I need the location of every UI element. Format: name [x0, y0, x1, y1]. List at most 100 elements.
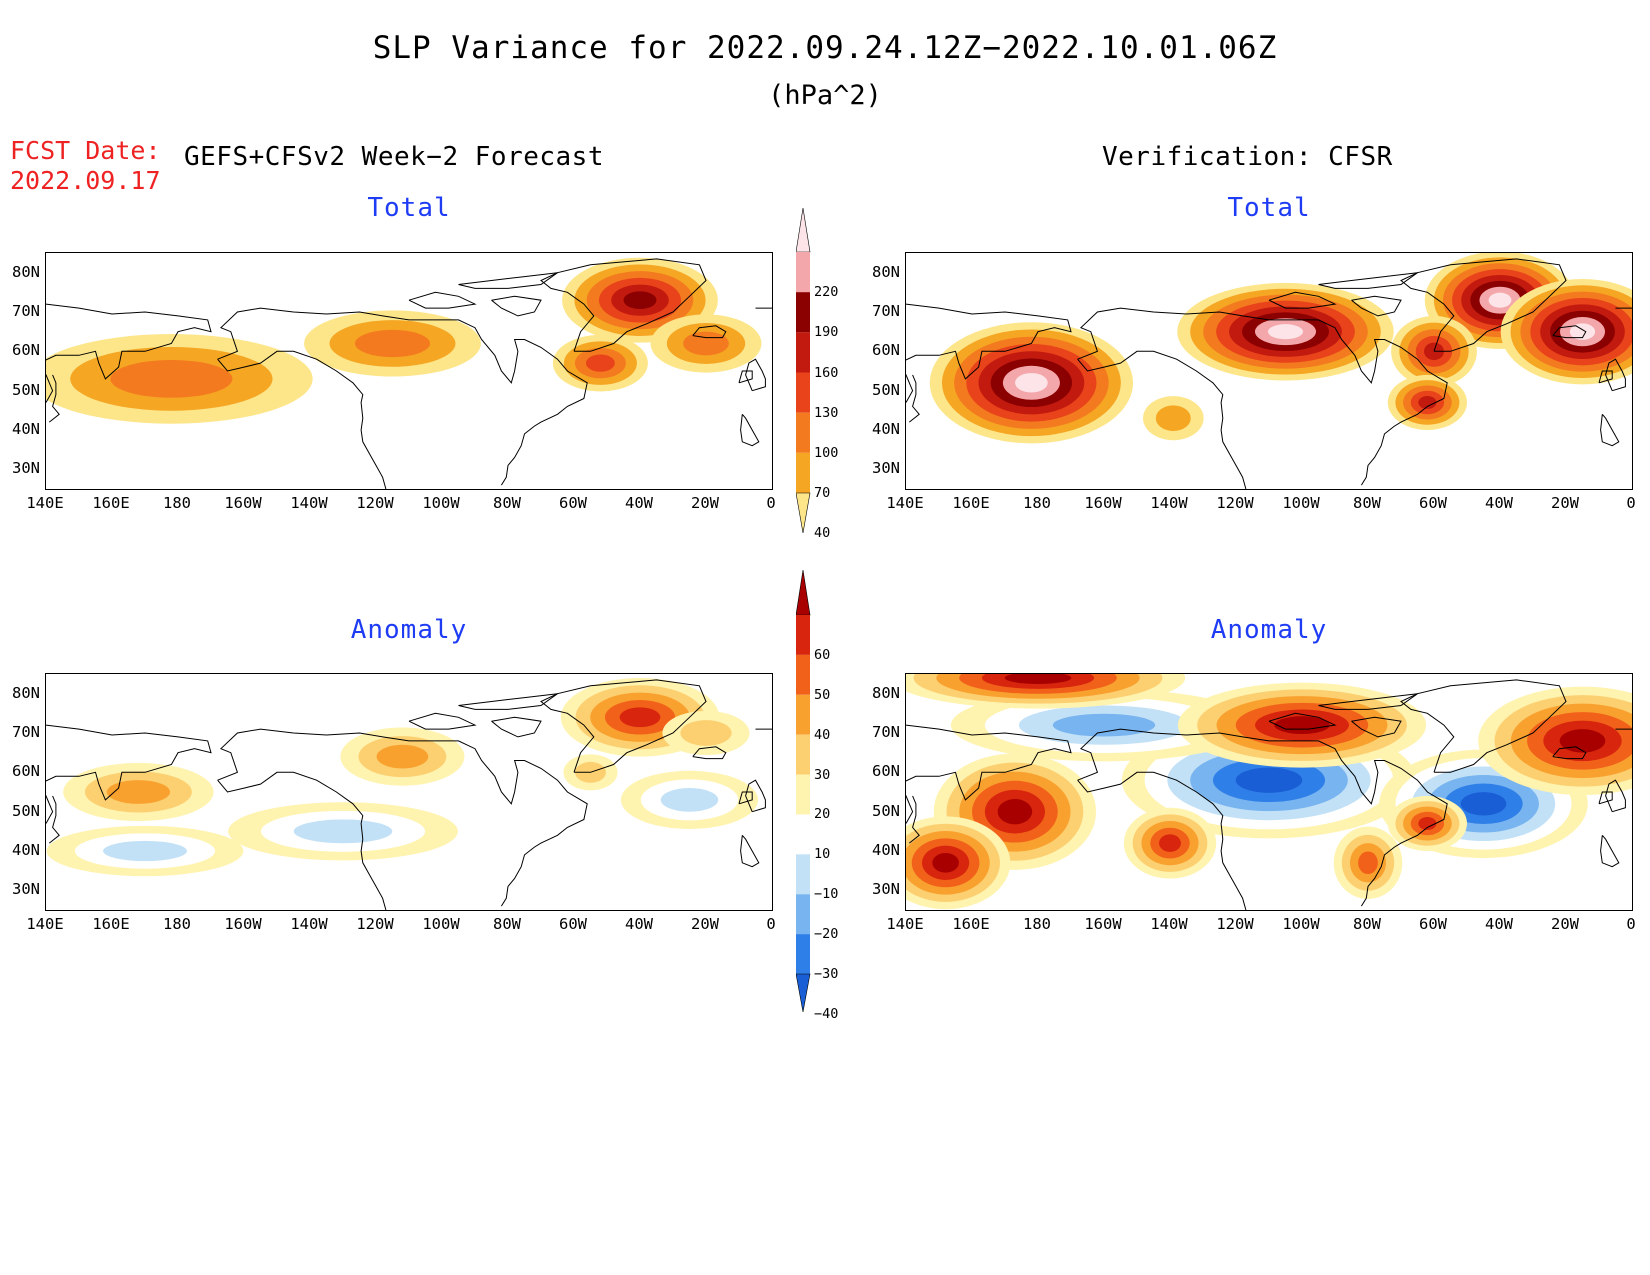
- lon-tick-label: 140W: [1150, 915, 1188, 933]
- lon-tick-label: 100W: [422, 915, 460, 933]
- units-label: (hPa^2): [768, 80, 882, 111]
- coastline-2: [540, 679, 707, 773]
- lat-tick-label: 80N: [872, 262, 900, 281]
- lon-tick-label: 120W: [356, 494, 394, 512]
- coastline-3: [1268, 712, 1337, 730]
- coastline-6: [46, 303, 212, 403]
- coastline-10: [738, 370, 753, 384]
- contour-forecast_total-0-2: [110, 359, 233, 398]
- lon-tick-label: 60W: [559, 494, 587, 512]
- coastline-4: [491, 295, 542, 317]
- contour-verify_anomaly-0-5: [1235, 767, 1303, 793]
- fcst-date-value: 2022.09.17: [10, 166, 161, 195]
- lat-tick-label: 80N: [872, 683, 900, 702]
- contour-verify_total-4-1: [1155, 405, 1191, 432]
- colorbar-segment: [796, 734, 810, 775]
- lon-tick-label: 140E: [886, 494, 924, 512]
- panel-title-verify-total: Total: [1227, 193, 1311, 223]
- colorbar-tick-label: 40: [814, 525, 831, 542]
- lon-tick-label: 120W: [356, 915, 394, 933]
- contour-fill-layer: [906, 674, 1632, 910]
- colorbar-top-arrow: [796, 570, 811, 616]
- contour-forecast_anomaly-4-1: [680, 720, 732, 746]
- lon-tick-label: 20W: [691, 915, 719, 933]
- coastline-6: [906, 724, 1072, 824]
- coastline-6: [46, 724, 212, 824]
- colorbar-segment: [796, 332, 810, 373]
- heatmap-verify_total: [906, 253, 1632, 489]
- lon-tick-label: 60W: [1419, 494, 1447, 512]
- colorbar-tick-label: −10: [814, 886, 839, 903]
- lon-tick-label: 160W: [1084, 494, 1122, 512]
- coastline-4: [1351, 295, 1402, 317]
- map-panel-forecast-anomaly: [45, 673, 773, 911]
- contour-verify_anomaly-1-5: [1460, 792, 1507, 816]
- heatmap-forecast_anomaly: [46, 677, 772, 910]
- contour-forecast_total-3-3: [585, 354, 615, 372]
- heatmap-verify_anomaly: [906, 674, 1632, 910]
- lat-tick-label: 50N: [12, 801, 40, 820]
- contour-fill-layer: [929, 253, 1632, 444]
- lat-tick-label: 70N: [872, 302, 900, 320]
- coastline-3: [408, 291, 477, 309]
- coastline-9: [1605, 358, 1626, 392]
- lon-tick-label: 180: [163, 494, 191, 512]
- coastline-7: [48, 374, 60, 423]
- colorbar-segment: [796, 774, 810, 815]
- colorbar-tick-label: 10: [814, 846, 831, 863]
- lon-tick-label: 160E: [92, 915, 130, 933]
- colorbar-segment: [796, 452, 810, 493]
- contour-verify_anomaly-2-3: [1052, 713, 1156, 737]
- contour-forecast_anomaly-6-2: [293, 819, 393, 844]
- coastline-2: [1400, 679, 1567, 773]
- lon-tick-label: 140W: [290, 494, 328, 512]
- contour-verify_anomaly-10-4: [1418, 816, 1437, 830]
- lat-tick-label: 50N: [872, 380, 900, 399]
- colorbar-tick-label: 100: [814, 444, 839, 461]
- lon-tick-label: 140W: [1150, 494, 1188, 512]
- coastline-5: [458, 693, 558, 710]
- lon-tick-label: 100W: [1282, 915, 1320, 933]
- lat-tick-label: 70N: [872, 723, 900, 741]
- contour-verify_total-0-7: [1015, 373, 1048, 393]
- contour-forecast_total-4-2: [683, 331, 729, 356]
- lat-tick-label: 30N: [872, 880, 900, 899]
- lat-tick-label: 80N: [12, 262, 40, 281]
- fcst-date-label: FCST Date:: [10, 136, 161, 165]
- contour-verify_total-6-4: [1418, 395, 1437, 409]
- anomaly-colorbar: [796, 570, 811, 1012]
- lon-tick-label: 140W: [290, 915, 328, 933]
- colorbar-bottom-arrow: [796, 973, 811, 1012]
- lon-tick-label: 20W: [1551, 494, 1579, 512]
- lon-tick-label: 100W: [1282, 494, 1320, 512]
- contour-fill-layer: [46, 677, 759, 877]
- coastline-7: [908, 795, 920, 844]
- lon-tick-label: 60W: [559, 915, 587, 933]
- colorbar-tick-label: 30: [814, 766, 831, 783]
- lon-tick-label: 60W: [1419, 915, 1447, 933]
- colorbar-segment: [796, 615, 810, 655]
- panel-title-forecast-anomaly: Anomaly: [350, 615, 468, 645]
- contour-verify_total-1-7: [1267, 324, 1304, 340]
- coastline-3: [1268, 291, 1337, 309]
- coastline-0: [1077, 728, 1448, 907]
- colorbar-tick-label: 190: [814, 324, 839, 341]
- total-colorbar: [796, 208, 811, 533]
- map-panel-verify-anomaly: [905, 673, 1633, 911]
- coastline-1: [1077, 350, 1247, 489]
- contour-verify_anomaly-9-3: [1358, 851, 1378, 875]
- lon-tick-label: 160W: [224, 494, 262, 512]
- colorbar-segment: [796, 814, 810, 855]
- colorbar-segment: [796, 654, 810, 695]
- figure-title: SLP Variance for 2022.09.24.12Z−2022.10.…: [372, 30, 1278, 66]
- colorbar-bottom-arrow: [796, 492, 811, 533]
- coastline-7: [908, 374, 920, 423]
- coastline-1: [217, 350, 387, 489]
- coastline-1: [217, 771, 387, 910]
- contour-verify_anomaly-7-5: [1559, 729, 1606, 753]
- contour-verify_anomaly-3-5: [1004, 674, 1072, 684]
- lat-tick-label: 40N: [12, 841, 40, 859]
- coastline-5: [458, 272, 558, 289]
- coastline-8: [692, 746, 727, 760]
- colorbar-tick-label: 20: [814, 806, 831, 823]
